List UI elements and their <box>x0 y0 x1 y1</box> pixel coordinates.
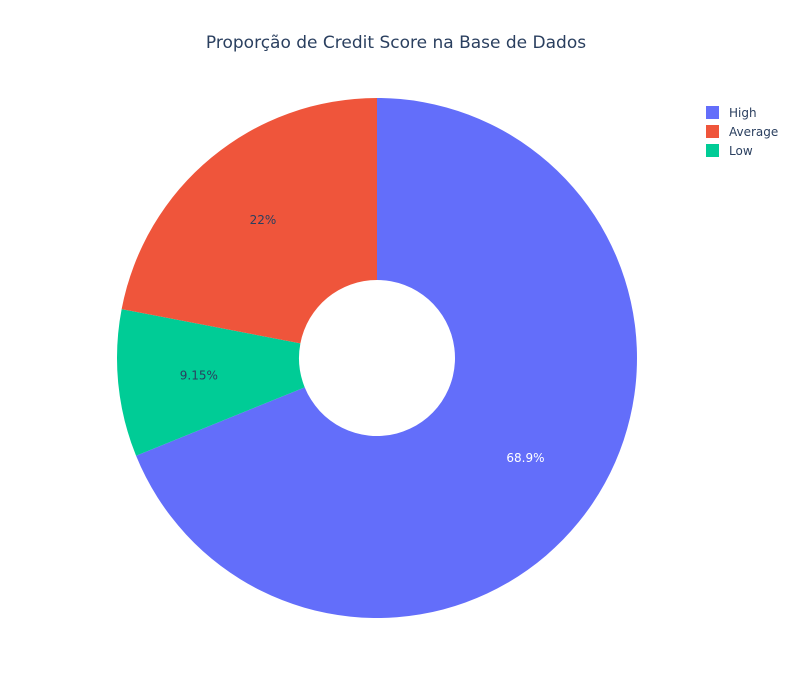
legend-item-average[interactable]: Average <box>706 122 778 141</box>
legend-label-low: Low <box>729 143 753 158</box>
slice-average[interactable] <box>121 98 377 344</box>
slice-label-low: 9.15% <box>180 369 218 383</box>
slice-low[interactable] <box>116 309 305 456</box>
legend-swatch-high <box>706 106 719 119</box>
legend-swatch-low <box>706 144 719 157</box>
legend: High Average Low <box>706 103 778 160</box>
slice-labels-group: 68.9% 9.15% 22% <box>180 213 545 465</box>
legend-label-high: High <box>729 105 757 120</box>
legend-item-high[interactable]: High <box>706 103 778 122</box>
slice-high[interactable] <box>136 98 637 618</box>
slice-label-average: 22% <box>250 213 277 227</box>
chart-title: Proporção de Credit Score na Base de Dad… <box>205 33 587 53</box>
slices-group <box>116 98 637 618</box>
legend-item-low[interactable]: Low <box>706 141 778 160</box>
legend-swatch-average <box>706 125 719 138</box>
slice-label-high: 68.9% <box>506 451 544 465</box>
legend-label-average: Average <box>729 124 779 139</box>
